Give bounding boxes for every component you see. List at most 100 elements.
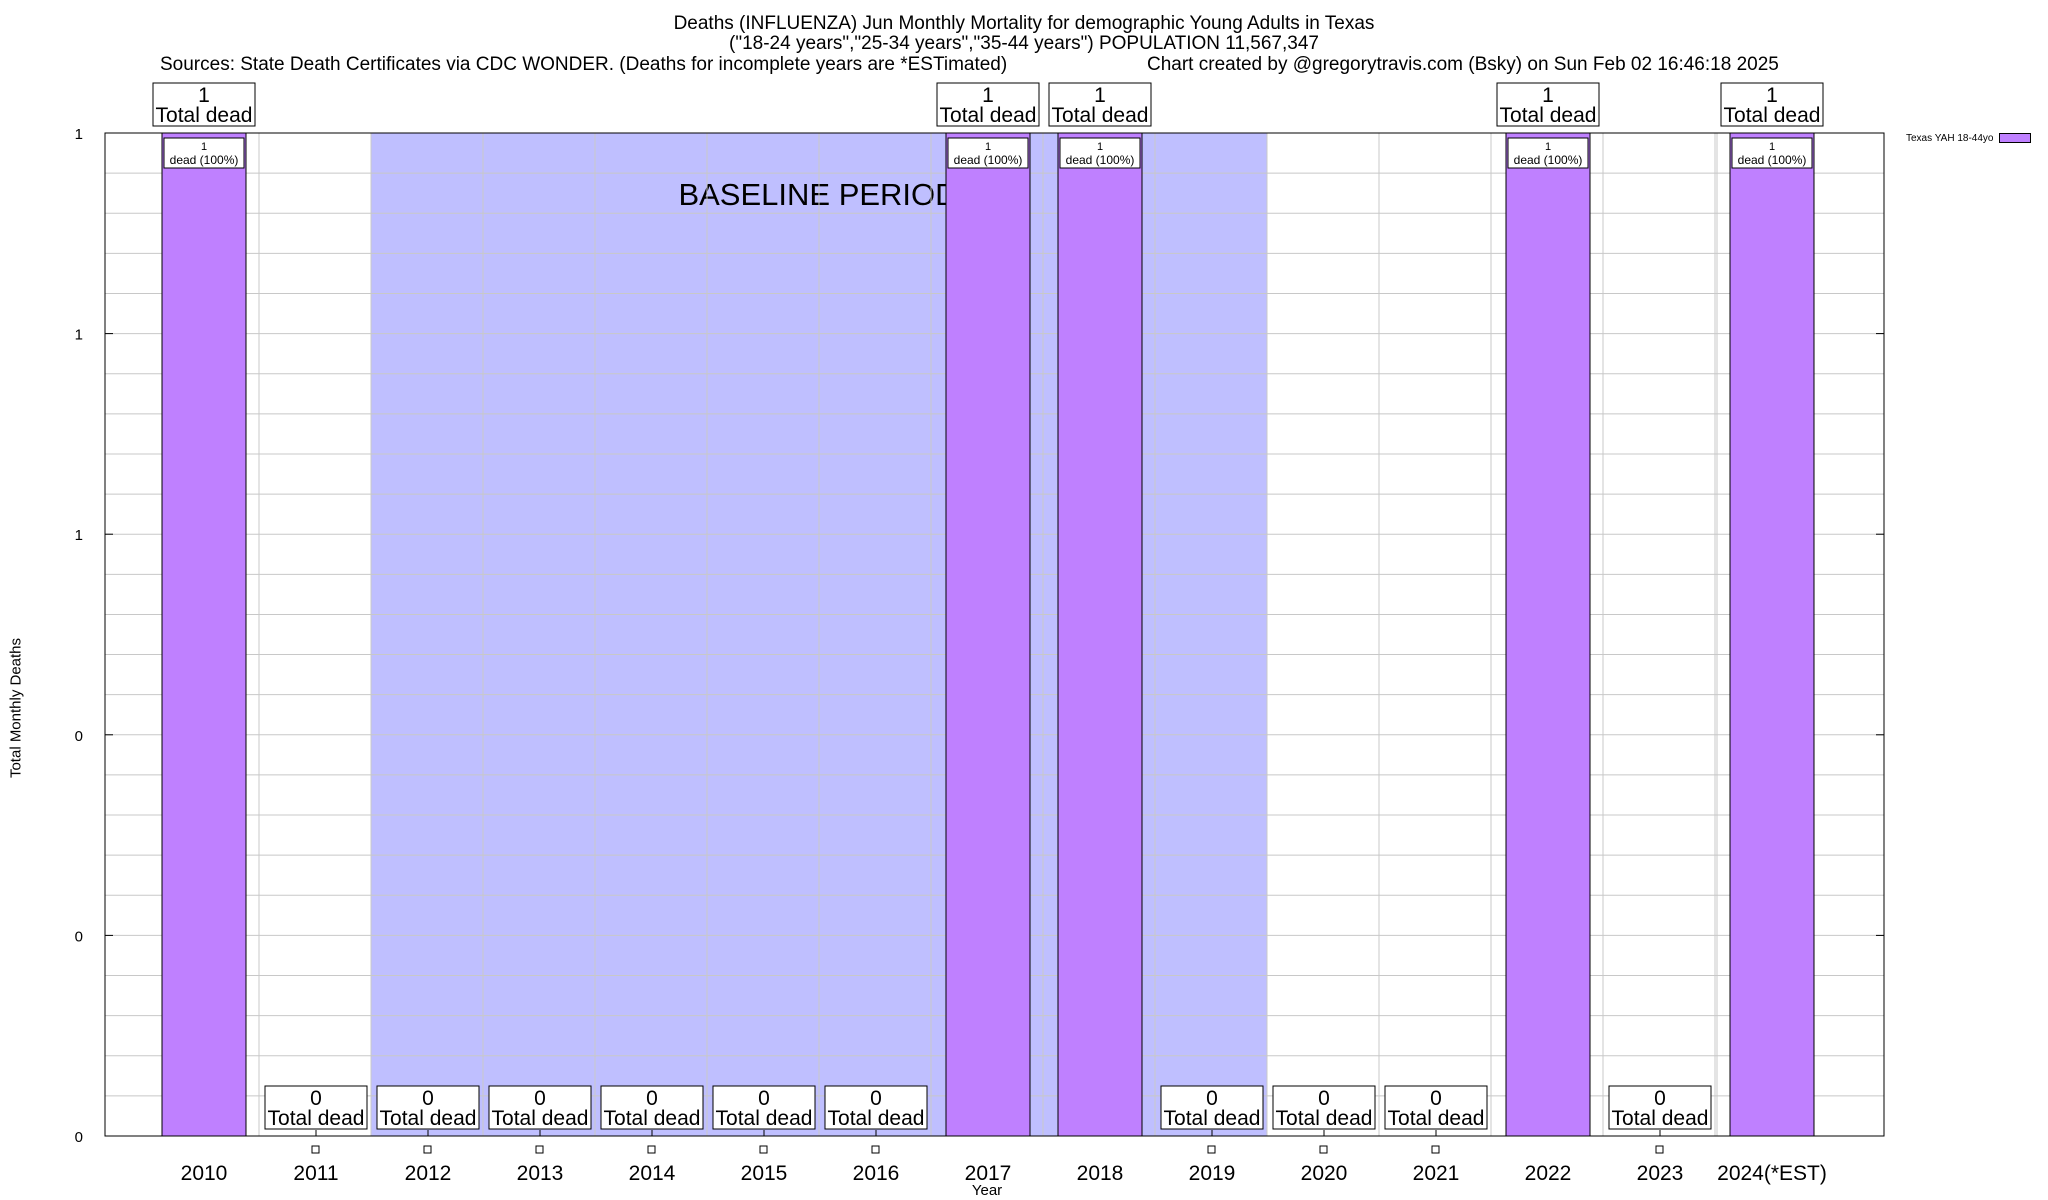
zero-marker	[1319, 1145, 1328, 1154]
total-label-text: Total dead	[380, 1107, 477, 1130]
total-label-text: Total dead	[268, 1107, 365, 1130]
total-label-value: 1	[1766, 84, 1778, 107]
x-tick-label: 2017	[965, 1162, 1012, 1185]
total-label-value: 0	[1206, 1087, 1218, 1110]
zero-marker	[871, 1145, 880, 1154]
x-tick-label: 2020	[1301, 1162, 1348, 1185]
bar-share-value: 1	[1769, 141, 1775, 153]
legend-swatch	[1999, 133, 2032, 143]
bar	[945, 132, 1031, 1137]
total-label-box	[376, 1085, 480, 1130]
total-label-text: Total dead	[1500, 104, 1597, 127]
legend: Texas YAH 18-44yo	[1906, 130, 2032, 146]
x-tick-label: 2023	[1637, 1162, 1684, 1185]
total-label-box	[1272, 1085, 1376, 1130]
zero-marker	[1431, 1145, 1440, 1154]
total-label-value: 0	[1430, 1087, 1442, 1110]
zero-marker	[1655, 1145, 1664, 1154]
total-label-text: Total dead	[156, 104, 253, 127]
total-label-box	[600, 1085, 704, 1130]
zero-marker	[647, 1145, 656, 1154]
chart-sources: Sources: State Death Certificates via CD…	[160, 54, 1008, 75]
bar-share-value: 1	[985, 141, 991, 153]
x-tick-label: 2014	[629, 1162, 676, 1185]
chart-credit: Chart created by @gregorytravis.com (Bsk…	[1147, 54, 1779, 75]
total-label-value: 0	[422, 1087, 434, 1110]
y-tick-label: 1	[75, 327, 83, 344]
bar-share-value: 1	[201, 141, 207, 153]
zero-marker	[423, 1145, 432, 1154]
total-label-value: 0	[1318, 1087, 1330, 1110]
bar-share-value: 1	[1097, 141, 1103, 153]
total-label-text: Total dead	[1276, 1107, 1373, 1130]
total-label-text: Total dead	[716, 1107, 813, 1130]
total-label-value: 0	[310, 1087, 322, 1110]
zero-marker	[535, 1145, 544, 1154]
x-tick-label: 2015	[741, 1162, 788, 1185]
x-axis-label: Year	[971, 1182, 1003, 1199]
x-tick-label: 2022	[1525, 1162, 1572, 1185]
total-label-box	[1608, 1085, 1712, 1130]
baseline-period-label: BASELINE PERIOD	[678, 177, 957, 212]
x-tick-label: 2013	[517, 1162, 564, 1185]
y-tick-label: 1	[75, 527, 83, 544]
y-tick-label: 1	[75, 126, 83, 143]
x-tick-label: 2019	[1189, 1162, 1236, 1185]
total-label-value: 0	[870, 1087, 882, 1110]
total-label-value: 1	[198, 84, 210, 107]
y-axis-label: Total Monthly Deaths	[7, 637, 25, 779]
bar-share-box	[1731, 137, 1813, 169]
y-tick-label: 0	[75, 728, 83, 745]
y-tick-label: 0	[75, 1129, 83, 1146]
bar-share-value: 1	[1545, 141, 1551, 153]
total-label-value: 0	[1654, 1087, 1666, 1110]
bar-share-label: dead (100%)	[1066, 153, 1135, 167]
total-label-box	[1496, 82, 1600, 127]
total-label-box	[1048, 82, 1152, 127]
total-label-text: Total dead	[1052, 104, 1149, 127]
total-label-text: Total dead	[492, 1107, 589, 1130]
x-tick-label: 2016	[853, 1162, 900, 1185]
x-tick-label: 2010	[181, 1162, 228, 1185]
x-tick-label: 2024(*EST)	[1717, 1162, 1827, 1185]
total-label-box	[488, 1085, 592, 1130]
total-label-text: Total dead	[1724, 104, 1821, 127]
total-label-text: Total dead	[604, 1107, 701, 1130]
chart-title: Deaths (INFLUENZA) Jun Monthly Mortality…	[673, 13, 1375, 34]
x-tick-label: 2021	[1413, 1162, 1460, 1185]
bar-share-box	[1059, 137, 1141, 169]
total-label-box	[264, 1085, 368, 1130]
total-label-value: 1	[982, 84, 994, 107]
total-label-text: Total dead	[1164, 1107, 1261, 1130]
total-label-box	[1160, 1085, 1264, 1130]
total-label-box	[712, 1085, 816, 1130]
zero-marker	[311, 1145, 320, 1154]
bar-share-box	[163, 137, 245, 169]
total-label-box	[1384, 1085, 1488, 1130]
total-label-box	[152, 82, 256, 127]
x-tick-label: 2012	[405, 1162, 452, 1185]
y-tick-label: 0	[75, 928, 83, 945]
total-label-value: 0	[646, 1087, 658, 1110]
total-label-text: Total dead	[1388, 1107, 1485, 1130]
zero-marker	[759, 1145, 768, 1154]
x-tick-label: 2011	[293, 1162, 338, 1185]
total-label-box	[824, 1085, 928, 1130]
total-label-value: 1	[1542, 84, 1554, 107]
total-label-value: 0	[758, 1087, 770, 1110]
total-label-value: 1	[1094, 84, 1106, 107]
bar	[1505, 132, 1591, 1137]
bar	[161, 132, 247, 1137]
bar-share-box	[1507, 137, 1589, 169]
legend-label: Texas YAH 18-44yo	[1906, 132, 1994, 144]
total-label-text: Total dead	[940, 104, 1037, 127]
bar-share-label: dead (100%)	[170, 153, 239, 167]
total-label-text: Total dead	[1612, 1107, 1709, 1130]
bar-share-label: dead (100%)	[1738, 153, 1807, 167]
total-label-value: 0	[534, 1087, 546, 1110]
bar-share-label: dead (100%)	[954, 153, 1023, 167]
bar-share-label: dead (100%)	[1514, 153, 1583, 167]
total-label-box	[936, 82, 1040, 127]
bar	[1729, 132, 1815, 1137]
